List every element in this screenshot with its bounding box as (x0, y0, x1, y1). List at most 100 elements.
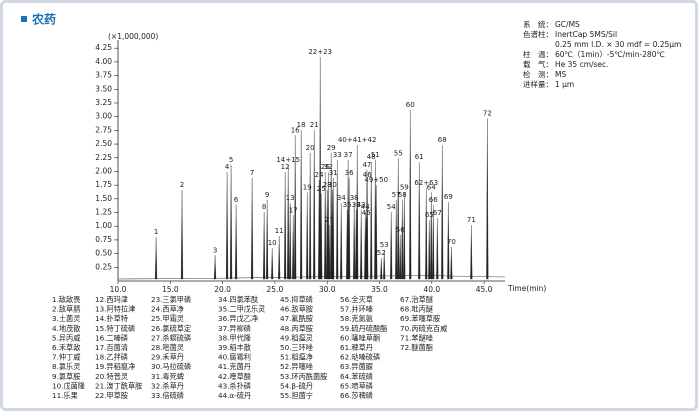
peak-label: 47 (362, 161, 371, 169)
legend-item: 23.三氯甲磷 (151, 295, 191, 304)
legend-item: 58.克氮氨 (340, 314, 373, 323)
peak (320, 193, 323, 280)
peak-label: 54 (387, 203, 396, 211)
legend-item: 5.异丙威 (52, 333, 80, 342)
peak (374, 159, 377, 280)
y-tick-label: 0.50 (95, 249, 112, 258)
peak-label: 7 (250, 169, 254, 177)
peak (306, 192, 309, 280)
legend-item: 50.三环唑 (280, 343, 313, 352)
peak (390, 211, 393, 280)
peak (356, 145, 359, 280)
peak-label: 6 (234, 196, 239, 204)
peak (318, 180, 321, 280)
y-tick-label: 3.50 (95, 84, 112, 93)
y-tick-label: 2.00 (95, 166, 112, 175)
peak-label: 12 (281, 163, 290, 171)
peak (251, 178, 254, 280)
peak-label: 33 (333, 151, 342, 159)
peak (409, 110, 412, 280)
condition-label: 载 气： (523, 59, 553, 69)
peak-label: 27 (325, 216, 334, 224)
peak (332, 178, 335, 280)
peak (397, 158, 400, 280)
peak-label: 21 (310, 121, 319, 129)
legend-item: 52.异噻唑 (280, 362, 313, 371)
legend-item: 27.杀螟硫磷 (151, 333, 191, 342)
legend-item: 10.戊菌隆 (52, 381, 86, 390)
peak (399, 234, 402, 280)
legend-item: 2.敌草腈 (52, 305, 80, 314)
condition-value: MS (555, 70, 566, 79)
peak-label: 4 (225, 163, 230, 171)
peak-label: 38 (350, 194, 359, 202)
legend-item: 29.禾草丹 (151, 353, 184, 362)
legend-item: 36.异戊乙净 (218, 314, 258, 323)
legend-item: 14.扑草特 (95, 314, 128, 323)
x-tick-label: 15.0 (162, 285, 179, 294)
legend-item: 3.土菌灵 (52, 314, 80, 323)
y-tick-label: 0.25 (95, 262, 112, 271)
peak-label: 43 (357, 201, 366, 209)
legend-item: 66.莎稗磷 (340, 391, 373, 400)
legend-item: 59.硫丹硫酸酯 (340, 324, 387, 333)
legend-item: 48.丙草胺 (280, 324, 313, 333)
x-tick-label: 10.0 (110, 285, 127, 294)
peak-label: 65 (425, 211, 434, 219)
peak-label: 5 (229, 156, 233, 164)
legend-item: 54.β-硫丹 (280, 381, 313, 390)
peak-label: 8 (262, 203, 266, 211)
legend-item: 71.苯醚唑 (400, 333, 433, 342)
peak-label: 17 (289, 206, 298, 214)
peak (336, 159, 339, 280)
condition-label: 进样量： (523, 79, 553, 89)
peak (395, 199, 398, 280)
peak-label: 71 (467, 216, 476, 224)
peak (180, 190, 184, 280)
peak (428, 220, 431, 280)
legend-item: 9.氯草胺 (52, 372, 80, 381)
peak-label: 66 (429, 196, 438, 204)
peak-label: 2 (180, 181, 184, 189)
peak-label: 37 (344, 151, 353, 159)
legend-item: 18.乙拌磷 (95, 353, 128, 362)
peak (230, 164, 233, 280)
peak-label: 13 (286, 194, 295, 202)
y-tick-label: 4.00 (95, 57, 112, 66)
condition-label: 检 测： (523, 69, 553, 79)
baseline (117, 275, 506, 280)
legend-item: 63.异菌脲 (340, 362, 373, 371)
y-unit-label: (×1,000,000) (108, 32, 158, 41)
peak (347, 159, 350, 280)
peak (360, 209, 363, 280)
section-title: 农药 (31, 12, 56, 27)
condition-label: 色谱柱： (523, 29, 553, 39)
peak-label: 28 (323, 181, 332, 189)
legend-item: 61.稗草丹 (340, 343, 373, 352)
peak-label: 59 (400, 183, 409, 191)
peak-label: 62+63 (414, 179, 438, 187)
legend-item: 13.阿特拉津 (95, 305, 135, 314)
legend-item: 20.特普灵 (95, 372, 128, 381)
x-tick-label: 45.0 (476, 285, 493, 294)
legend-item: 25.甲霜灵 (151, 314, 184, 323)
legend-item: 44.α-硫丹 (218, 391, 251, 400)
legend-item: 26.氯硫草定 (151, 324, 191, 333)
peak (370, 162, 373, 280)
legend-item: 31.毒死蜱 (151, 372, 184, 381)
peak-label: 39 (352, 201, 361, 209)
peak-label: 55 (394, 149, 403, 157)
peak (300, 129, 303, 280)
y-tick-label: 1.00 (95, 221, 112, 230)
peak-label: 30 (328, 181, 337, 189)
peak-label: 26 (321, 163, 330, 171)
x-tick-label: 25.0 (267, 285, 284, 294)
y-tick-label: 3.75 (95, 71, 112, 80)
y-tick-label: 2.75 (95, 125, 112, 134)
legend-item: 11.乐果 (52, 391, 78, 400)
peak (313, 129, 316, 280)
condition-label: 柱 温： (523, 49, 553, 59)
legend-item: 53.环丙酰菌胺 (280, 372, 327, 381)
x-tick-label: 20.0 (214, 285, 231, 294)
